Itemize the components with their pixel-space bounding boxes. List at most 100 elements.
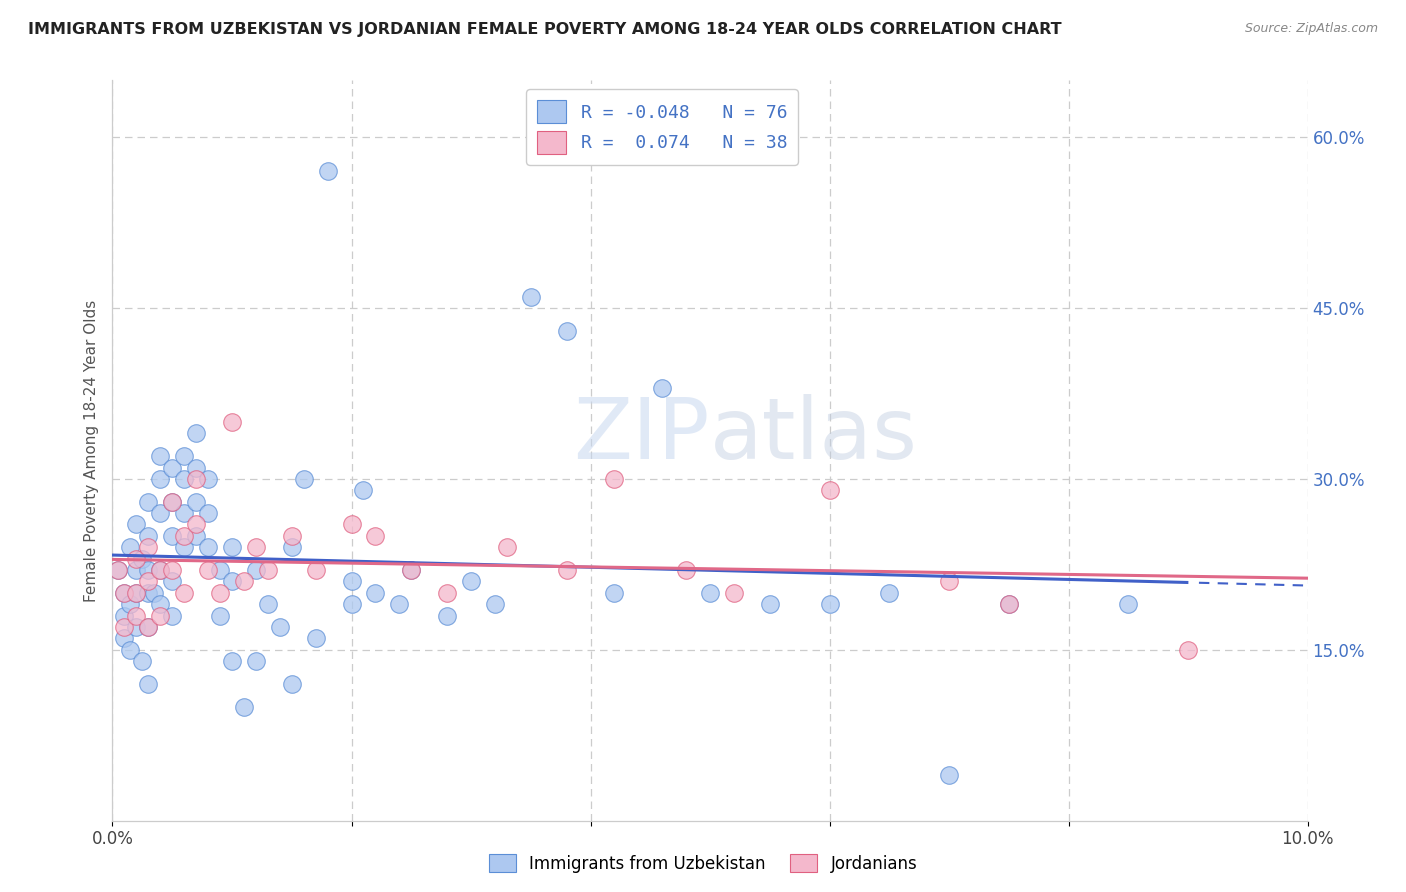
- Point: [125, 608, 148, 623]
- Point: [353, 483, 375, 498]
- Point: [233, 574, 256, 589]
- Point: [173, 449, 195, 463]
- Text: IMMIGRANTS FROM UZBEKISTAN VS JORDANIAN FEMALE POVERTY AMONG 18-24 YEAR OLDS COR: IMMIGRANTS FROM UZBEKISTAN VS JORDANIAN …: [28, 22, 1062, 37]
- Point: [173, 586, 195, 600]
- Point: [197, 506, 219, 520]
- Point: [125, 620, 148, 634]
- Point: [125, 517, 148, 532]
- Point: [938, 574, 960, 589]
- Point: [138, 620, 160, 634]
- Point: [173, 506, 195, 520]
- Point: [114, 632, 135, 646]
- Point: [292, 472, 315, 486]
- Point: [401, 563, 423, 577]
- Point: [269, 620, 291, 634]
- Point: [555, 324, 578, 338]
- Point: [699, 586, 721, 600]
- Point: [818, 597, 841, 611]
- Text: Source: ZipAtlas.com: Source: ZipAtlas.com: [1244, 22, 1378, 36]
- Point: [138, 574, 160, 589]
- Point: [245, 563, 267, 577]
- Point: [651, 381, 673, 395]
- Point: [221, 415, 243, 429]
- Point: [436, 608, 458, 623]
- Point: [149, 563, 172, 577]
- Point: [186, 529, 208, 543]
- Point: [436, 586, 458, 600]
- Point: [149, 608, 172, 623]
- Point: [120, 642, 142, 657]
- Point: [675, 563, 697, 577]
- Point: [125, 586, 148, 600]
- Point: [221, 574, 243, 589]
- Point: [149, 597, 172, 611]
- Point: [221, 541, 243, 555]
- Point: [162, 529, 183, 543]
- Point: [173, 529, 195, 543]
- Point: [149, 563, 172, 577]
- Point: [120, 541, 142, 555]
- Point: [484, 597, 506, 611]
- Point: [107, 563, 129, 577]
- Point: [759, 597, 782, 611]
- Y-axis label: Female Poverty Among 18-24 Year Olds: Female Poverty Among 18-24 Year Olds: [83, 300, 98, 601]
- Point: [125, 586, 148, 600]
- Point: [245, 654, 267, 668]
- Point: [107, 563, 129, 577]
- Point: [1118, 597, 1140, 611]
- Point: [221, 654, 243, 668]
- Text: ZIP: ZIP: [574, 394, 710, 477]
- Point: [555, 563, 578, 577]
- Point: [281, 529, 304, 543]
- Point: [143, 586, 166, 600]
- Point: [364, 586, 387, 600]
- Point: [257, 563, 280, 577]
- Point: [186, 494, 208, 508]
- Point: [209, 608, 232, 623]
- Point: [197, 541, 219, 555]
- Point: [340, 517, 363, 532]
- Point: [818, 483, 841, 498]
- Point: [233, 699, 256, 714]
- Point: [138, 586, 160, 600]
- Point: [162, 494, 183, 508]
- Point: [138, 677, 160, 691]
- Point: [125, 551, 148, 566]
- Point: [879, 586, 901, 600]
- Legend: R = -0.048   N = 76, R =  0.074   N = 38: R = -0.048 N = 76, R = 0.074 N = 38: [526, 89, 799, 165]
- Point: [114, 608, 135, 623]
- Point: [114, 620, 135, 634]
- Point: [281, 541, 304, 555]
- Point: [138, 620, 160, 634]
- Point: [316, 164, 339, 178]
- Point: [173, 472, 195, 486]
- Point: [149, 472, 172, 486]
- Point: [723, 586, 745, 600]
- Point: [149, 449, 172, 463]
- Point: [520, 290, 543, 304]
- Point: [998, 597, 1021, 611]
- Point: [162, 494, 183, 508]
- Point: [257, 597, 280, 611]
- Point: [305, 563, 328, 577]
- Point: [186, 460, 208, 475]
- Point: [186, 472, 208, 486]
- Point: [305, 632, 328, 646]
- Point: [120, 597, 142, 611]
- Point: [138, 494, 160, 508]
- Point: [114, 586, 135, 600]
- Point: [340, 574, 363, 589]
- Point: [138, 529, 160, 543]
- Point: [281, 677, 304, 691]
- Point: [186, 426, 208, 441]
- Point: [460, 574, 482, 589]
- Point: [131, 654, 153, 668]
- Point: [209, 563, 232, 577]
- Point: [149, 506, 172, 520]
- Point: [125, 563, 148, 577]
- Point: [340, 597, 363, 611]
- Point: [938, 768, 960, 782]
- Point: [209, 586, 232, 600]
- Point: [186, 517, 208, 532]
- Point: [401, 563, 423, 577]
